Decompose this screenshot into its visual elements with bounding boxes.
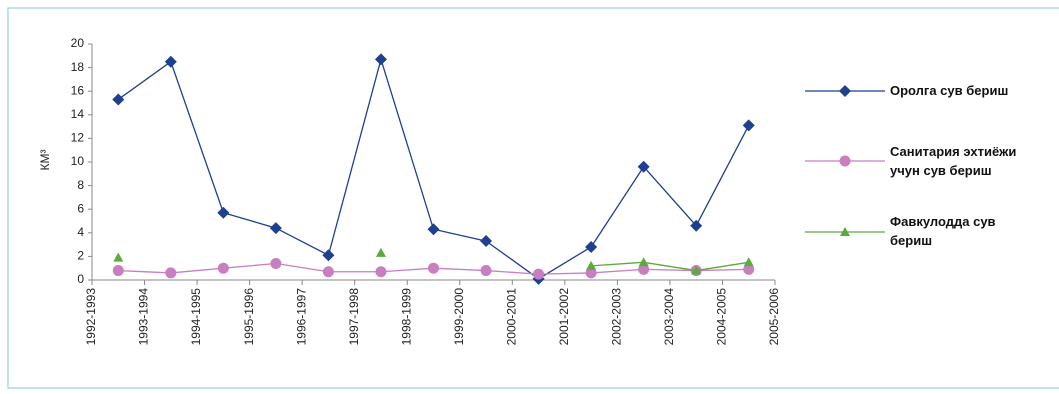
series-line (117, 56, 750, 280)
data-point (427, 223, 440, 236)
frame (7, 7, 1059, 389)
data-point (638, 257, 649, 267)
x-tick-label: 1997-1998 (347, 288, 361, 346)
y-tick-label: 20 (71, 36, 85, 50)
x-tick-label: 2000-2001 (504, 288, 518, 346)
x-tick-label: 1992-1993 (84, 288, 98, 346)
y-tick-label: 6 (77, 201, 84, 215)
data-point (743, 263, 755, 275)
data-point (375, 266, 387, 278)
data-point (374, 53, 387, 66)
y-tick-label: 4 (77, 225, 84, 239)
y-tick-label: 12 (71, 131, 85, 145)
x-tick-label: 1995-1996 (242, 288, 256, 346)
y-tick-label: 10 (71, 154, 85, 168)
data-point (322, 249, 335, 262)
data-point (690, 219, 703, 232)
legend-label: Санитария эхтиёжи учун сув бериш (890, 144, 1017, 178)
series-line (591, 261, 749, 272)
x-tick-label: 1994-1995 (189, 288, 203, 346)
data-point (375, 247, 386, 257)
data-point (322, 266, 334, 278)
data-point (480, 265, 492, 277)
data-point (742, 119, 755, 132)
legend-label: Фавкулодда сув бериш (890, 214, 996, 248)
x-tick-label: 2001-2002 (557, 288, 571, 346)
data-point (217, 206, 230, 219)
x-tick-label: 2004-2005 (715, 288, 729, 346)
x-tick-label: 1999-2000 (452, 288, 466, 346)
y-tick-label: 2 (77, 249, 84, 263)
data-point (480, 235, 493, 248)
x-tick-label: 2005-2006 (767, 288, 781, 346)
data-point (269, 222, 282, 235)
legend-marker (839, 155, 851, 167)
data-point (270, 257, 282, 269)
data-point (637, 160, 650, 173)
x-tick-label: 1998-1999 (399, 288, 413, 346)
data-point (691, 265, 702, 275)
legend-marker (839, 85, 851, 97)
data-point (217, 262, 229, 274)
y-tick-label: 8 (77, 178, 84, 192)
y-axis-label: КМ³ (38, 150, 52, 171)
data-point (113, 252, 124, 262)
data-point (585, 267, 597, 279)
x-tick-label: 2002-2003 (610, 288, 624, 346)
data-point (112, 265, 124, 277)
data-point (112, 93, 125, 106)
data-point (533, 268, 545, 280)
data-point (165, 267, 177, 279)
x-tick-label: 1996-1997 (294, 288, 308, 346)
y-tick-label: 16 (71, 83, 85, 97)
x-tick-label: 1993-1994 (137, 288, 151, 346)
data-point (586, 260, 597, 270)
data-point (638, 263, 650, 275)
data-point (743, 257, 754, 267)
data-point (585, 240, 598, 253)
x-tick-label: 2003-2004 (662, 288, 676, 346)
data-point (428, 262, 439, 274)
y-tick-label: 0 (77, 272, 84, 286)
y-tick-label: 18 (71, 60, 85, 74)
legend-label: Оролга сув бериш (890, 83, 1009, 98)
y-tick-label: 14 (71, 107, 85, 121)
data-point (164, 55, 177, 68)
legend-marker (840, 227, 850, 236)
